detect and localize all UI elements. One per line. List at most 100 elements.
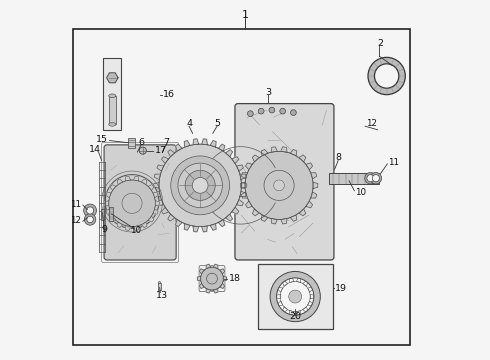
Polygon shape [184, 140, 190, 147]
Polygon shape [213, 289, 218, 293]
Polygon shape [210, 224, 216, 230]
Polygon shape [225, 150, 233, 157]
Polygon shape [283, 307, 288, 312]
Polygon shape [153, 193, 158, 198]
Polygon shape [237, 165, 244, 171]
Polygon shape [281, 219, 287, 224]
Polygon shape [241, 183, 247, 188]
Polygon shape [197, 276, 201, 281]
Polygon shape [290, 278, 294, 283]
Polygon shape [141, 179, 147, 185]
Circle shape [370, 172, 382, 184]
Circle shape [84, 214, 96, 225]
Polygon shape [245, 163, 252, 170]
Circle shape [258, 108, 264, 114]
FancyBboxPatch shape [235, 104, 334, 260]
Text: 9: 9 [101, 225, 107, 234]
Polygon shape [168, 214, 175, 221]
Text: 15: 15 [96, 135, 108, 144]
Circle shape [374, 64, 399, 88]
Circle shape [274, 180, 285, 191]
Circle shape [207, 273, 218, 284]
Polygon shape [193, 139, 199, 145]
Ellipse shape [158, 282, 161, 283]
Polygon shape [252, 155, 259, 162]
Polygon shape [141, 222, 147, 228]
Bar [103, 58, 122, 130]
Text: 10: 10 [130, 226, 141, 235]
Polygon shape [157, 165, 164, 171]
Polygon shape [168, 150, 175, 157]
Circle shape [368, 57, 405, 95]
Polygon shape [133, 176, 139, 181]
Circle shape [84, 204, 97, 217]
Polygon shape [220, 283, 225, 288]
Polygon shape [206, 289, 211, 293]
Polygon shape [133, 226, 139, 230]
Polygon shape [199, 269, 204, 274]
Circle shape [292, 293, 299, 300]
Polygon shape [223, 276, 227, 281]
Polygon shape [241, 182, 245, 189]
Polygon shape [240, 191, 246, 197]
Polygon shape [261, 149, 268, 156]
Text: 1: 1 [242, 10, 248, 20]
Circle shape [200, 267, 223, 290]
Polygon shape [306, 201, 313, 208]
Polygon shape [162, 157, 169, 163]
Polygon shape [213, 264, 218, 269]
Text: 2: 2 [378, 39, 384, 48]
Polygon shape [313, 182, 318, 189]
Polygon shape [311, 192, 317, 198]
Polygon shape [110, 216, 116, 222]
Polygon shape [308, 287, 313, 292]
Text: 18: 18 [229, 274, 241, 283]
Polygon shape [202, 226, 207, 232]
Polygon shape [107, 73, 118, 83]
Text: 7: 7 [163, 138, 169, 147]
Text: 5: 5 [214, 119, 220, 128]
Polygon shape [278, 287, 283, 292]
Polygon shape [283, 281, 288, 286]
Circle shape [109, 180, 155, 226]
Polygon shape [290, 149, 297, 156]
Circle shape [280, 108, 286, 114]
Text: 11: 11 [389, 158, 399, 167]
Polygon shape [106, 209, 111, 214]
Text: 16: 16 [163, 90, 175, 99]
Circle shape [178, 163, 222, 208]
Polygon shape [184, 224, 190, 230]
Polygon shape [308, 301, 313, 306]
FancyBboxPatch shape [104, 145, 176, 260]
Ellipse shape [109, 123, 116, 126]
Text: 3: 3 [265, 87, 271, 96]
Circle shape [126, 198, 137, 209]
Text: 17: 17 [155, 146, 167, 155]
Polygon shape [232, 207, 239, 214]
Bar [158, 283, 161, 291]
Bar [329, 173, 379, 184]
Polygon shape [162, 207, 169, 214]
Circle shape [245, 151, 313, 220]
Circle shape [87, 216, 93, 223]
Bar [109, 96, 116, 125]
Circle shape [269, 107, 275, 113]
Polygon shape [271, 219, 277, 224]
Polygon shape [271, 147, 277, 152]
Polygon shape [225, 214, 233, 221]
Polygon shape [154, 191, 161, 197]
Circle shape [192, 177, 208, 193]
Polygon shape [261, 215, 268, 221]
Polygon shape [245, 201, 252, 208]
Polygon shape [210, 140, 216, 147]
Polygon shape [155, 201, 159, 206]
Circle shape [372, 175, 379, 182]
Polygon shape [240, 174, 246, 180]
Polygon shape [117, 222, 123, 228]
Circle shape [289, 290, 302, 303]
Polygon shape [242, 173, 247, 179]
Bar [101, 209, 104, 220]
Polygon shape [105, 201, 109, 206]
Text: 4: 4 [186, 119, 192, 128]
Circle shape [367, 175, 374, 182]
